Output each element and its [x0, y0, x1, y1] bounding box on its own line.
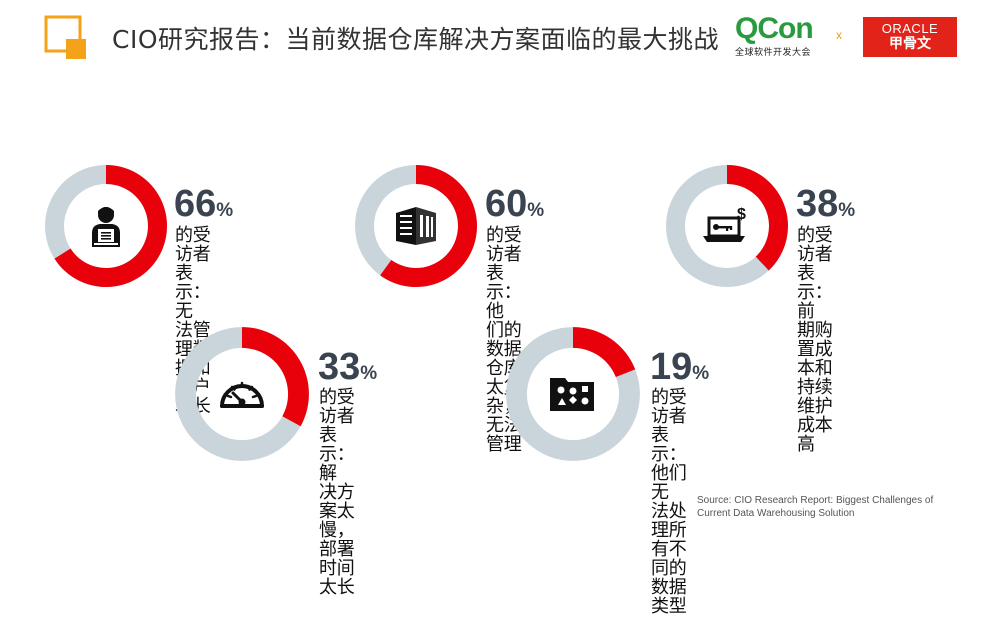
laptop-cost-icon: $ — [703, 206, 746, 242]
source-line: Source: CIO Research Report: Biggest Cha… — [697, 495, 934, 506]
description-line: 法处理所有不同的数据 — [651, 501, 687, 598]
stat-value-5: 19% — [650, 346, 709, 389]
percent-sign-4: % — [360, 363, 378, 384]
stat-description-3: 的受访者表示：前 期购置成本和持续 维护成本高 — [797, 225, 833, 455]
donut-value-segment — [573, 327, 636, 378]
donut-value-segment — [242, 327, 309, 427]
logo-separator: x — [836, 28, 842, 42]
donut-chart-4 — [175, 327, 309, 461]
description-line: 的受访者表示：他 — [486, 225, 522, 322]
person-with-laptop-icon — [92, 207, 120, 247]
donut-chart-2 — [355, 165, 477, 287]
description-line: 期购置成本和持续 — [797, 320, 833, 398]
description-line: 类型 — [651, 596, 687, 617]
description-line: 的受访者表示：他们无 — [651, 387, 687, 503]
description-line: 杂，无法管理 — [486, 396, 522, 455]
svg-text:$: $ — [737, 206, 746, 223]
oracle-logo-text: ORACLE — [881, 21, 939, 36]
data-types-folder-icon — [550, 378, 594, 411]
qcon-logo-text: QCon — [735, 12, 814, 45]
stat-number-2: 60 — [485, 183, 528, 225]
percent-sign-1: % — [216, 200, 234, 221]
donut-value-segment — [727, 165, 788, 271]
donut-value-segment — [380, 165, 477, 287]
description-line: 时间太长 — [319, 558, 355, 598]
percent-sign-5: % — [692, 363, 710, 384]
stat-value-4: 33% — [318, 346, 377, 389]
description-line: 的受访者表示：前 — [797, 225, 833, 322]
server-rack-icon — [396, 207, 436, 245]
donut-chart-1 — [45, 165, 167, 287]
donut-value-segment — [54, 165, 167, 287]
percent-sign-2: % — [527, 200, 545, 221]
donut-chart-5 — [506, 327, 640, 461]
stat-description-4: 的受访者表示：解 决方案太慢，部署 时间太长 — [319, 387, 355, 598]
page-title: CIO研究报告：当前数据仓库解决方案面临的最大挑战 — [112, 25, 720, 54]
stat-description-2: 的受访者表示：他 们的数据仓库太复 杂，无法管理 — [486, 225, 522, 455]
source-note: Source: CIO Research Report: Biggest Cha… — [697, 494, 933, 520]
stat-value-3: 38% — [796, 183, 855, 226]
qcon-logo: QCon 全球软件开发大会 — [735, 12, 825, 59]
percent-sign-3: % — [838, 200, 856, 221]
description-line: 的受访者表示：解 — [319, 387, 355, 484]
stat-description-5: 的受访者表示：他们无 法处理所有不同的数据 类型 — [651, 387, 687, 617]
stat-number-4: 33 — [318, 346, 361, 388]
description-line: 维护成本高 — [797, 396, 833, 455]
speedometer-icon — [220, 381, 264, 408]
stat-value-2: 60% — [485, 183, 544, 226]
oracle-logo: ORACLE 甲骨文 — [863, 17, 957, 57]
stat-number-5: 19 — [650, 346, 693, 388]
donut-chart-3 — [666, 165, 788, 287]
stat-number-1: 66 — [174, 183, 217, 225]
oracle-logo-cn: 甲骨文 — [889, 36, 931, 52]
qcon-logo-subtitle: 全球软件开发大会 — [735, 48, 812, 58]
stat-number-3: 38 — [796, 183, 839, 225]
source-line: Current Data Warehousing Solution — [697, 508, 855, 519]
stat-value-1: 66% — [174, 183, 233, 226]
description-line: 的受访者表示：无 — [175, 225, 211, 322]
orange-square-logo-icon — [44, 15, 86, 59]
description-line: 决方案太慢，部署 — [319, 482, 355, 560]
